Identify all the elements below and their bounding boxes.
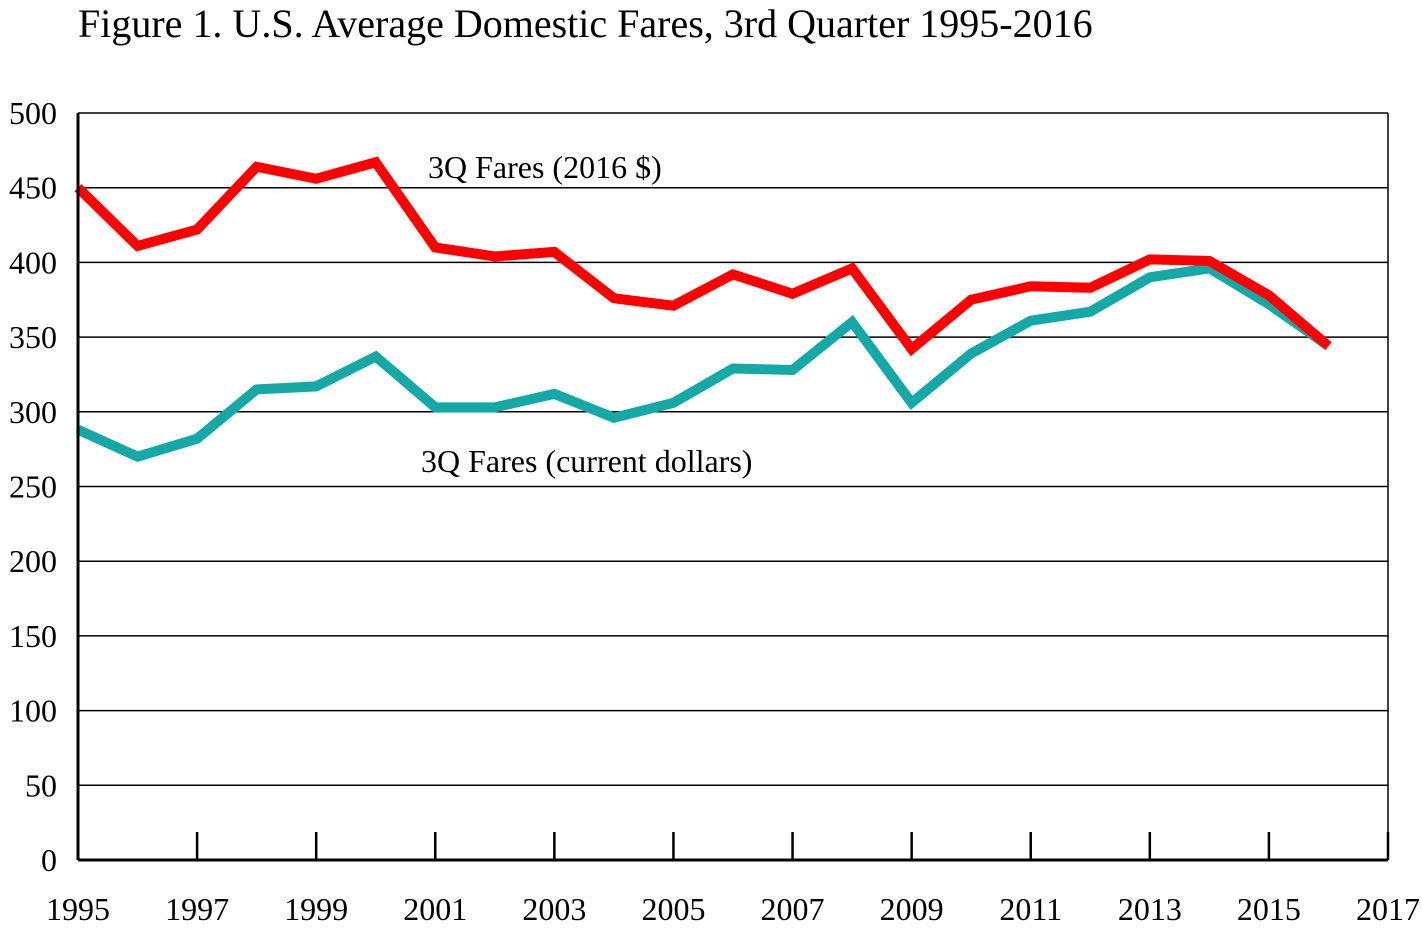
y-tick-label: 500 [9,95,57,131]
x-tick-label: 2007 [761,891,825,927]
gridlines [78,112,1388,787]
x-tick-label: 2013 [1118,891,1182,927]
series-line-current-dollars [75,263,1332,462]
y-tick-label: 250 [9,469,57,505]
series-line-real-2016-dollars [74,156,1332,357]
x-tick-label: 1995 [46,891,110,927]
chart-title: Figure 1. U.S. Average Domestic Fares, 3… [78,1,1093,46]
y-tick-label: 200 [9,543,57,579]
y-tick-label: 0 [41,842,57,878]
y-tick-label: 300 [9,394,57,430]
y-tick-label: 450 [9,170,57,206]
series-label-current: 3Q Fares (current dollars) [421,443,752,479]
series-label-real: 3Q Fares (2016 $) [428,149,662,185]
y-tick-label: 350 [9,319,57,355]
y-tick-label: 50 [25,767,57,803]
x-tick-label: 2003 [522,891,586,927]
series-lines [74,156,1332,462]
x-tick-label: 1999 [284,891,348,927]
x-tick-label: 1997 [165,891,229,927]
y-tick-label: 400 [9,244,57,280]
x-tick-label: 2017 [1356,891,1420,927]
axes [76,113,1390,862]
y-tick-label: 150 [9,618,57,654]
tick-labels: 0 50 100 150 200 250 300 350 400 450 500 1995 1997 19… [9,95,1420,927]
x-tick-label: 2009 [880,891,944,927]
x-tick-label: 2005 [641,891,705,927]
y-tick-label: 100 [9,693,57,729]
x-tick-label: 2015 [1237,891,1301,927]
x-tick-label: 2001 [403,891,467,927]
x-tick-label: 2011 [999,891,1062,927]
